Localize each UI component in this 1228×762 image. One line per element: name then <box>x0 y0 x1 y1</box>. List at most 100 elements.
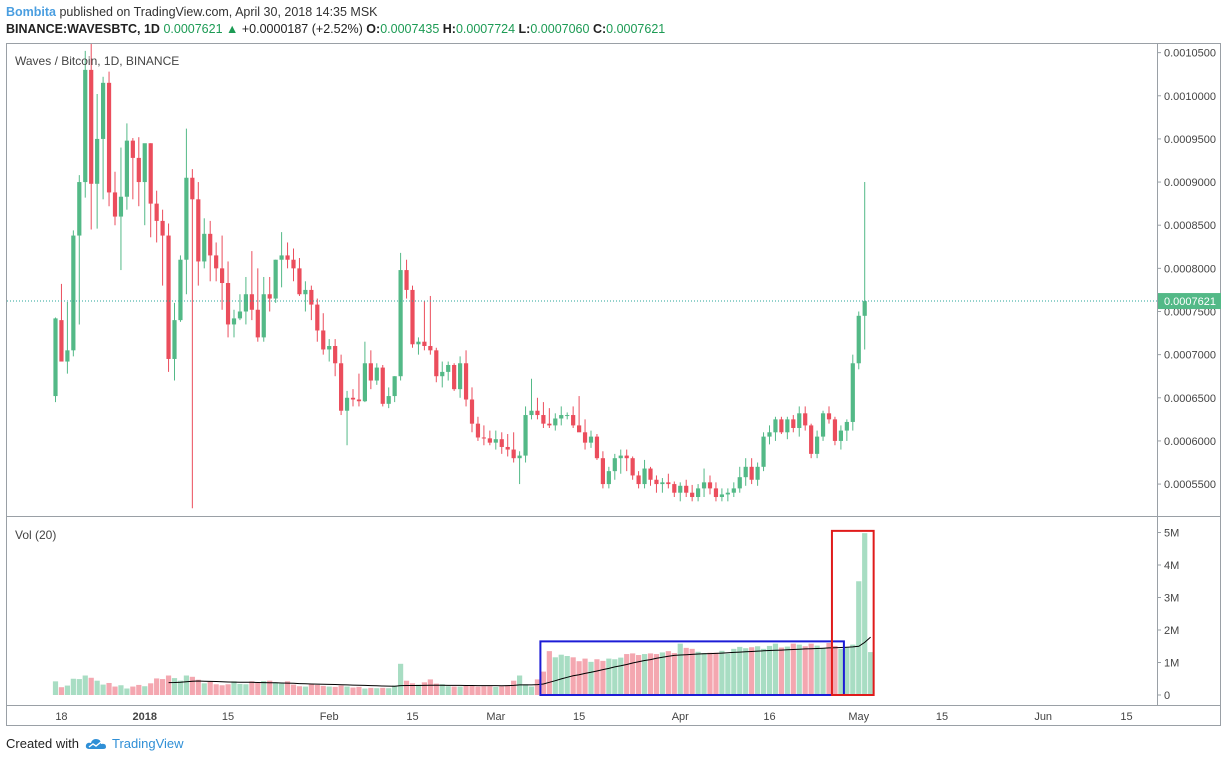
volume-bar <box>749 647 755 695</box>
volume-bar <box>743 648 749 695</box>
x-tick-label: 16 <box>763 711 775 723</box>
volume-bar <box>249 681 255 695</box>
volume-bar <box>296 686 303 695</box>
volume-bar <box>850 644 856 695</box>
volume-bar <box>463 685 469 695</box>
volume-bar <box>755 646 761 695</box>
y-tick-label: 0.0010500 <box>1164 48 1216 60</box>
volume-bar <box>552 657 558 695</box>
last-price-tag-label: 0.0007621 <box>1164 296 1216 308</box>
volume-bar <box>356 686 362 695</box>
candle-body <box>267 294 272 299</box>
candle-body <box>380 367 385 404</box>
chart-frame <box>6 43 1221 726</box>
up-triangle-icon: ▲ <box>226 22 239 36</box>
volume-bar <box>451 686 457 695</box>
candle-body <box>749 466 754 480</box>
candle-body <box>707 482 713 489</box>
volume-bar <box>796 644 802 695</box>
volume-bar <box>772 643 779 695</box>
candle-body <box>297 268 302 295</box>
candle-body <box>404 270 409 290</box>
candle-body <box>672 484 677 493</box>
volume-bar <box>88 677 94 695</box>
x-tick-label: Mar <box>486 711 505 723</box>
volume-bar <box>647 653 654 695</box>
close-value: 0.0007621 <box>606 22 666 36</box>
volume-bar <box>665 651 671 695</box>
candle-body <box>392 376 397 397</box>
volume-bar <box>52 681 59 695</box>
symbol-bar: BINANCE:WAVESBTC, 1D 0.0007621 ▲ +0.0000… <box>6 21 665 37</box>
candle-body <box>53 318 58 397</box>
candle-body <box>124 140 129 197</box>
candle-body <box>481 437 486 439</box>
candle-body <box>261 294 266 338</box>
candle-body <box>273 259 278 299</box>
volume-bar <box>707 652 713 695</box>
volume-bar <box>100 684 106 695</box>
volume-bar <box>189 676 195 695</box>
volume-bar <box>838 648 844 695</box>
volume-bar <box>142 686 148 695</box>
last-price: 0.0007621 <box>163 22 223 36</box>
candle-body <box>118 196 124 217</box>
volume-bar <box>219 685 225 695</box>
candle-body <box>630 458 635 476</box>
y-tick-label: 0.0008000 <box>1164 263 1216 275</box>
volume-bar <box>154 678 160 695</box>
candle-body <box>178 259 183 321</box>
volume-bar <box>58 687 65 695</box>
volume-bar <box>618 657 624 695</box>
created-with-text: Created with <box>6 736 79 751</box>
candle-body <box>701 482 707 489</box>
candle-body <box>83 69 88 183</box>
volume-bar <box>695 651 701 695</box>
tradingview-link[interactable]: TradingView <box>85 736 184 751</box>
volume-bar <box>630 653 636 695</box>
candle-body <box>95 138 100 184</box>
candle-body <box>333 346 338 364</box>
volume-bar <box>439 684 445 695</box>
volume-bar <box>808 643 814 695</box>
candle-body <box>446 364 451 372</box>
x-tick-label: 15 <box>222 711 234 723</box>
candle-body <box>190 177 195 200</box>
volume-bar <box>171 678 178 695</box>
volume-bar <box>70 678 76 695</box>
candle-body <box>493 439 498 443</box>
candle-body <box>571 415 576 426</box>
volume-bar <box>493 686 499 695</box>
volume-bar <box>725 653 731 695</box>
candle-body <box>523 415 528 456</box>
volume-bar <box>243 684 249 695</box>
volume-bar <box>546 651 552 695</box>
volume-bar <box>195 679 201 695</box>
volume-bar <box>588 661 594 695</box>
candle-body <box>321 330 326 350</box>
tradingview-cloud-icon <box>85 738 106 749</box>
candle-body <box>648 468 653 480</box>
volume-bar <box>612 659 618 695</box>
volume-bar <box>475 686 481 695</box>
candle-body <box>249 294 254 310</box>
volume-bar <box>499 686 505 695</box>
candle-body <box>303 289 308 295</box>
x-tick-label: 2018 <box>133 711 157 723</box>
volume-bar <box>582 658 588 695</box>
candle-body <box>636 475 641 485</box>
volume-bar <box>326 686 332 695</box>
candle-body <box>136 157 141 183</box>
candle-body <box>618 455 623 459</box>
volume-bar <box>862 533 868 695</box>
candle-body <box>844 421 849 431</box>
candle-body <box>713 488 719 498</box>
candle-body <box>208 233 213 256</box>
volume-bar <box>273 682 279 695</box>
volume-bar <box>130 686 136 695</box>
author-link[interactable]: Bombita <box>6 5 56 19</box>
candle-body <box>339 363 344 411</box>
volume-bar <box>165 675 172 695</box>
candle-body <box>469 399 475 424</box>
